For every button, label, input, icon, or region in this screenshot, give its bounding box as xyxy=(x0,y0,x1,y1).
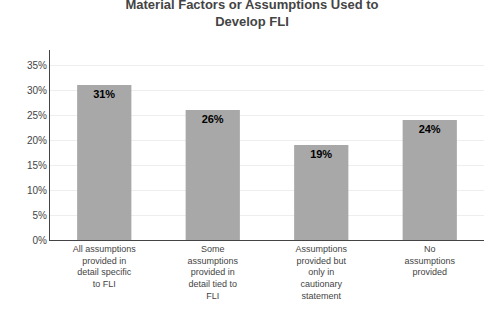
svg-text:0%: 0% xyxy=(33,235,48,246)
svg-text:All assumptionsprovided indeta: All assumptionsprovided indetail specifi… xyxy=(73,244,137,289)
svg-text:Someassumptionsprovided indeta: Someassumptionsprovided indetail tied to… xyxy=(187,244,238,301)
svg-text:5%: 5% xyxy=(33,210,48,221)
svg-text:30%: 30% xyxy=(27,85,47,96)
svg-text:19%: 19% xyxy=(310,148,332,160)
svg-text:24%: 24% xyxy=(419,123,441,135)
svg-text:10%: 10% xyxy=(27,185,47,196)
svg-text:20%: 20% xyxy=(27,135,47,146)
svg-text:Assumptionsprovided butonly in: Assumptionsprovided butonly incautionary… xyxy=(295,244,347,301)
svg-text:15%: 15% xyxy=(27,160,47,171)
svg-text:25%: 25% xyxy=(27,110,47,121)
svg-text:26%: 26% xyxy=(202,113,224,125)
svg-text:Material Factors or Assumption: Material Factors or Assumptions Used toD… xyxy=(125,0,378,29)
svg-text:35%: 35% xyxy=(27,60,47,71)
svg-text:Noassumptionsprovided: Noassumptionsprovided xyxy=(404,244,455,277)
svg-text:31%: 31% xyxy=(93,88,115,100)
